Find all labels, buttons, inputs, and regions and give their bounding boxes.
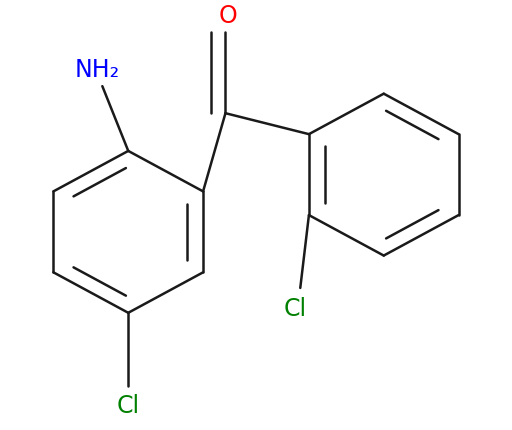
Text: O: O — [219, 3, 238, 28]
Text: Cl: Cl — [117, 394, 140, 418]
Text: NH₂: NH₂ — [75, 58, 120, 82]
Text: Cl: Cl — [284, 297, 307, 321]
